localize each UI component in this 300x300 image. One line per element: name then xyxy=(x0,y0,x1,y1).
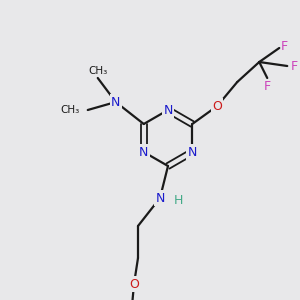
Text: H: H xyxy=(173,194,183,206)
Text: F: F xyxy=(264,80,271,92)
Text: F: F xyxy=(281,40,288,52)
Text: N: N xyxy=(163,103,173,116)
Text: N: N xyxy=(139,146,148,158)
Text: F: F xyxy=(291,59,298,73)
Text: CH₃: CH₃ xyxy=(88,66,107,76)
Text: N: N xyxy=(155,191,165,205)
Text: CH₃: CH₃ xyxy=(61,105,80,115)
Text: O: O xyxy=(129,278,139,290)
Text: N: N xyxy=(111,95,120,109)
Text: N: N xyxy=(188,146,197,158)
Text: O: O xyxy=(212,100,222,112)
